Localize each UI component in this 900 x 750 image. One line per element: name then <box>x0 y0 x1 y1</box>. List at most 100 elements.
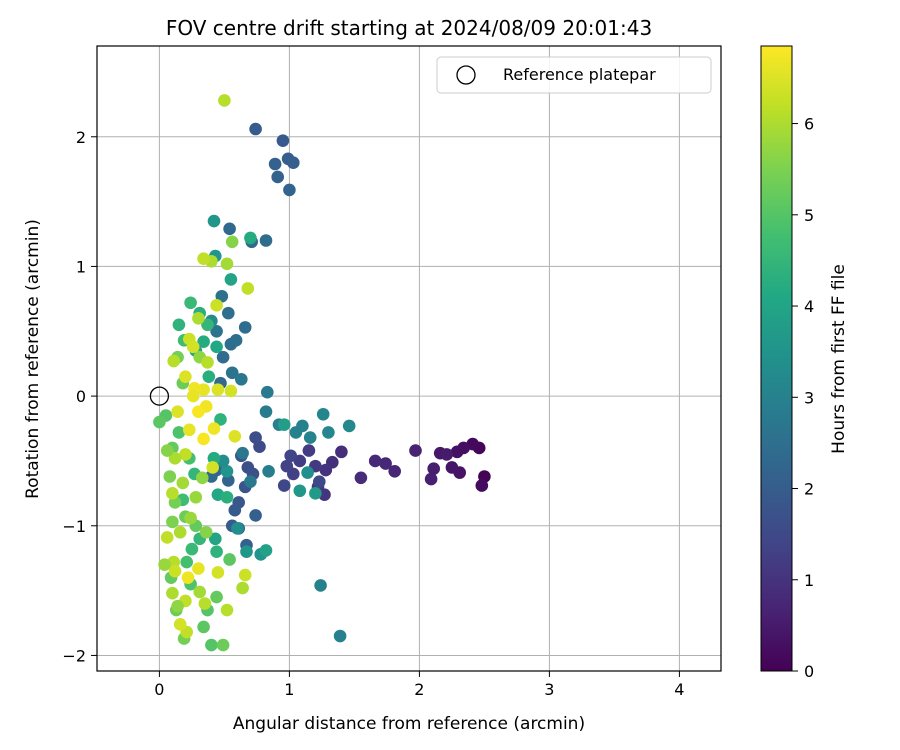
data-point <box>228 430 242 443</box>
data-point <box>171 405 184 418</box>
data-point <box>166 487 179 500</box>
data-point <box>197 620 210 634</box>
data-point <box>238 321 252 334</box>
data-point <box>259 405 273 418</box>
data-point <box>261 385 274 399</box>
data-point <box>450 445 464 459</box>
data-point <box>197 335 210 348</box>
y-tick-label: 2 <box>76 128 86 147</box>
data-point <box>475 479 489 492</box>
data-point <box>206 461 219 474</box>
data-point <box>224 273 238 286</box>
data-point <box>179 448 192 461</box>
data-point <box>210 299 223 312</box>
data-point <box>424 472 438 486</box>
data-point <box>207 214 221 228</box>
data-point <box>202 370 216 383</box>
data-point <box>316 407 330 421</box>
data-point <box>228 503 242 517</box>
data-point <box>173 618 187 631</box>
data-point <box>183 423 196 437</box>
y-axis-label: Rotation from reference (arcmin) <box>23 219 43 499</box>
data-point <box>163 470 177 483</box>
reference-platepar-marker <box>149 386 170 406</box>
data-point <box>197 252 210 265</box>
data-point <box>379 457 392 470</box>
colorbar-label: Hours from first FF file <box>829 264 849 454</box>
data-point <box>220 257 234 271</box>
data-point <box>249 122 262 136</box>
data-point <box>220 465 234 478</box>
data-point <box>235 372 248 386</box>
data-point <box>180 555 193 569</box>
x-tick-label: 4 <box>674 680 684 699</box>
data-point <box>277 418 291 431</box>
data-point <box>216 350 230 364</box>
data-point <box>192 405 205 418</box>
data-point <box>197 432 210 446</box>
data-point <box>296 419 309 433</box>
data-point <box>166 515 179 529</box>
data-point <box>181 571 195 584</box>
data-point <box>176 476 190 490</box>
data-point <box>229 334 243 347</box>
colorbar-tick-label: 4 <box>804 297 814 316</box>
data-point <box>225 366 239 380</box>
data-point <box>284 449 298 463</box>
data-point <box>309 487 322 500</box>
data-point <box>192 312 205 325</box>
colorbar-tick-label: 3 <box>804 388 814 407</box>
data-point <box>210 324 223 338</box>
data-point <box>388 465 402 478</box>
colorbar-tick-label: 2 <box>804 480 814 499</box>
data-point <box>244 475 257 488</box>
colorbar-gradient <box>760 45 793 672</box>
data-point <box>172 318 186 332</box>
colorbar: 0 1 2 3 4 5 6 Hours from first FF file <box>760 45 849 681</box>
data-point <box>249 431 262 444</box>
data-point <box>211 383 225 396</box>
data-point <box>185 542 199 556</box>
data-point <box>427 462 441 476</box>
data-point <box>222 306 235 320</box>
data-point <box>168 452 182 465</box>
y-tick-label: 0 <box>76 387 86 406</box>
colorbar-ticks: 0 1 2 3 4 5 6 <box>792 115 814 681</box>
data-point <box>220 603 234 617</box>
colorbar-tick-label: 0 <box>804 662 814 681</box>
data-point <box>303 431 317 444</box>
data-point <box>262 465 275 478</box>
y-tick-label: 1 <box>76 257 86 276</box>
data-point <box>196 471 209 485</box>
data-point <box>322 426 335 439</box>
data-point <box>277 479 291 492</box>
data-point <box>238 568 252 582</box>
data-point <box>236 446 249 460</box>
data-point <box>160 531 174 544</box>
data-point <box>210 340 223 354</box>
data-point <box>301 466 314 479</box>
data-point <box>319 463 333 477</box>
data-point <box>173 525 187 539</box>
data-point <box>184 296 197 310</box>
data-point <box>199 525 213 539</box>
data-point <box>207 422 221 435</box>
data-point <box>158 558 171 571</box>
data-point <box>220 490 234 504</box>
data-point <box>276 134 290 147</box>
x-tick-label: 2 <box>414 680 424 699</box>
data-point <box>445 461 459 474</box>
data-point <box>210 545 223 559</box>
data-point <box>249 509 262 522</box>
data-point <box>192 562 205 575</box>
data-point <box>201 318 214 332</box>
data-point <box>440 448 454 461</box>
y-tick-label: −2 <box>62 646 86 665</box>
legend-entry: Reference platepar <box>503 65 656 84</box>
data-point <box>172 426 186 439</box>
data-point <box>293 484 307 498</box>
data-point <box>218 94 231 107</box>
legend-marker <box>456 65 476 85</box>
data-point <box>223 553 236 566</box>
